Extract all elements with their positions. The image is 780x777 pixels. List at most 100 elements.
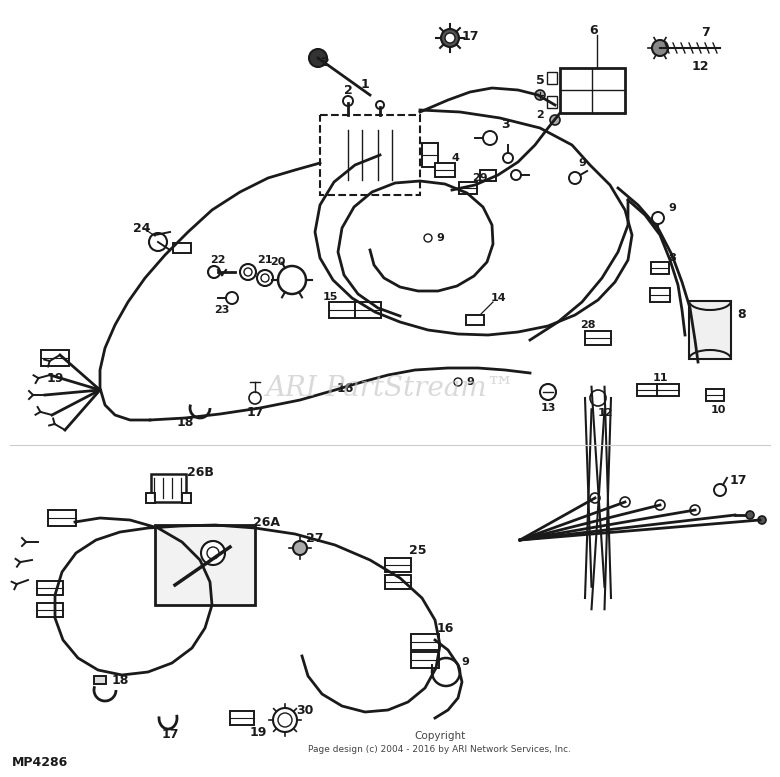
Circle shape <box>343 96 353 106</box>
Bar <box>411 634 439 650</box>
Text: 4: 4 <box>451 153 459 163</box>
Bar <box>480 169 496 180</box>
Text: 29: 29 <box>472 173 488 183</box>
Circle shape <box>207 547 219 559</box>
Circle shape <box>535 90 545 100</box>
Text: 26B: 26B <box>186 465 214 479</box>
Bar <box>689 301 731 359</box>
Bar <box>706 389 724 401</box>
Circle shape <box>511 170 521 180</box>
Circle shape <box>208 266 220 278</box>
Circle shape <box>746 511 754 519</box>
Text: 7: 7 <box>700 26 709 40</box>
Text: 6: 6 <box>590 23 598 37</box>
Bar <box>230 711 254 725</box>
Text: 30: 30 <box>296 703 314 716</box>
Bar <box>320 115 420 195</box>
Text: 5: 5 <box>536 74 544 86</box>
Bar <box>94 676 106 684</box>
Text: MP4286: MP4286 <box>12 755 69 768</box>
Circle shape <box>483 131 497 145</box>
Circle shape <box>432 658 460 686</box>
Bar <box>547 96 556 108</box>
Circle shape <box>590 493 600 503</box>
Bar <box>559 68 625 113</box>
Circle shape <box>278 266 306 294</box>
Text: 26A: 26A <box>254 517 281 529</box>
Circle shape <box>293 541 307 555</box>
Bar <box>155 525 255 605</box>
Text: 24: 24 <box>133 221 151 235</box>
Bar <box>411 652 439 668</box>
Text: 11: 11 <box>652 373 668 383</box>
Circle shape <box>257 270 273 286</box>
Bar <box>385 575 411 589</box>
Text: 9: 9 <box>466 377 474 387</box>
Bar <box>151 474 186 502</box>
Text: 3: 3 <box>501 119 509 131</box>
Bar <box>182 493 190 503</box>
Text: 10: 10 <box>711 405 725 415</box>
Circle shape <box>590 390 606 406</box>
Bar <box>435 163 455 177</box>
Text: 8: 8 <box>738 308 746 322</box>
Text: 22: 22 <box>211 255 225 265</box>
Text: 19: 19 <box>250 726 267 740</box>
Circle shape <box>201 541 225 565</box>
Circle shape <box>424 234 432 242</box>
Circle shape <box>309 49 327 67</box>
Text: 25: 25 <box>410 543 427 556</box>
Circle shape <box>652 40 668 56</box>
Text: 23: 23 <box>215 305 229 315</box>
Circle shape <box>714 484 726 496</box>
Text: 2: 2 <box>344 83 353 96</box>
Bar <box>637 384 659 396</box>
Circle shape <box>441 29 459 47</box>
Bar <box>37 581 63 595</box>
Text: Copyright: Copyright <box>414 731 466 741</box>
Bar <box>146 493 154 503</box>
Bar <box>651 262 669 274</box>
Text: 16: 16 <box>336 382 353 395</box>
Circle shape <box>620 497 630 507</box>
Text: 9: 9 <box>436 233 444 243</box>
Circle shape <box>569 172 581 184</box>
Text: 16: 16 <box>436 622 454 635</box>
Circle shape <box>376 101 384 109</box>
Text: ARI PartStream™: ARI PartStream™ <box>265 375 515 402</box>
Circle shape <box>240 264 256 280</box>
Circle shape <box>454 378 462 386</box>
Text: 2: 2 <box>536 110 544 120</box>
Circle shape <box>655 500 665 510</box>
Text: 15: 15 <box>322 292 338 302</box>
Text: 2: 2 <box>321 55 329 68</box>
Bar <box>329 302 355 318</box>
Text: 12: 12 <box>597 408 613 418</box>
Circle shape <box>690 505 700 515</box>
Circle shape <box>540 384 556 400</box>
Bar <box>48 510 76 526</box>
Text: 17: 17 <box>461 30 479 43</box>
Text: 1: 1 <box>360 78 370 92</box>
Bar <box>422 143 438 167</box>
Circle shape <box>273 708 297 732</box>
Bar <box>41 350 69 366</box>
Bar <box>355 302 381 318</box>
Text: 19: 19 <box>46 371 64 385</box>
Bar <box>547 72 556 84</box>
Text: 20: 20 <box>271 257 285 267</box>
Text: Page design (c) 2004 - 2016 by ARI Network Services, Inc.: Page design (c) 2004 - 2016 by ARI Netwo… <box>309 745 572 754</box>
Circle shape <box>249 392 261 404</box>
Circle shape <box>445 33 455 43</box>
Circle shape <box>244 268 252 276</box>
Bar <box>466 315 484 325</box>
Text: 12: 12 <box>691 60 709 72</box>
Text: 28: 28 <box>580 320 596 330</box>
Text: 8: 8 <box>668 253 676 263</box>
Text: 17: 17 <box>161 729 179 741</box>
Circle shape <box>503 153 513 163</box>
Text: 9: 9 <box>461 657 469 667</box>
Bar <box>385 558 411 572</box>
Text: 9: 9 <box>578 158 586 168</box>
Circle shape <box>149 233 167 251</box>
